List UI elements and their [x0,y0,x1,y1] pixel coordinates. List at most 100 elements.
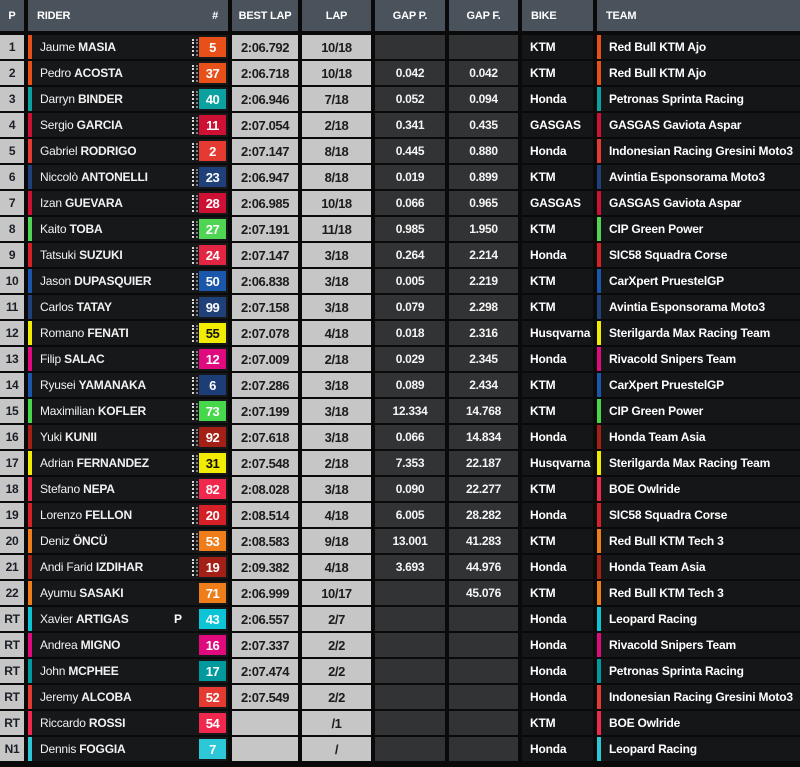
gap-previous-cell: 0.029 [375,347,445,371]
bike-cell: KTM [522,35,593,59]
gap-first-cell: 41.283 [449,529,518,553]
table-row[interactable]: 15 Maximilian KOFLER 73 2:07.199 3/18 12… [0,399,800,423]
team-color-bar [28,61,32,85]
table-row[interactable]: RT Xavier ARTIGAS P 43 2:06.557 2/7 Hond… [0,607,800,631]
gap-previous-cell [375,685,445,709]
position-cell: RT [0,659,24,683]
best-lap-cell: 2:06.999 [232,581,298,605]
best-lap-cell: 2:07.474 [232,659,298,683]
bike-cell: Honda [522,737,593,761]
team-color-bar [597,139,601,163]
table-row[interactable]: 2 Pedro ACOSTA 37 2:06.718 10/18 0.042 0… [0,61,800,85]
lap-cell: / [302,737,371,761]
table-row[interactable]: 19 Lorenzo FELLON 20 2:08.514 4/18 6.005… [0,503,800,527]
team-color-bar [28,87,32,111]
rider-name: Riccardo ROSSI [40,716,126,730]
position-cell: RT [0,607,24,631]
track-status-dots-icon [192,220,198,238]
team-cell: BOE Owlride [597,477,800,501]
team-name: GASGAS Gaviota Aspar [609,118,742,132]
gap-previous-cell: 0.005 [375,269,445,293]
table-row[interactable]: 22 Ayumu SASAKI 71 2:06.999 10/17 45.076… [0,581,800,605]
lap-cell: 8/18 [302,139,371,163]
gap-first-cell: 0.042 [449,61,518,85]
rider-cell: Sergio GARCIA 11 [28,113,228,137]
table-row[interactable]: 7 Izan GUEVARA 28 2:06.985 10/18 0.066 0… [0,191,800,215]
team-cell: CIP Green Power [597,399,800,423]
bike-cell: Honda [522,503,593,527]
bike-cell: KTM [522,711,593,735]
table-row[interactable]: 20 Deniz ÖNCÜ 53 2:08.583 9/18 13.001 41… [0,529,800,553]
table-row[interactable]: RT Andrea MIGNO 16 2:07.337 2/2 Honda Ri… [0,633,800,657]
rider-name: Izan GUEVARA [40,196,123,210]
team-name: Indonesian Racing Gresini Moto3 [609,144,793,158]
table-row[interactable]: 10 Jason DUPASQUIER 50 2:06.838 3/18 0.0… [0,269,800,293]
rider-name: Andi Farid IZDIHAR [40,560,144,574]
table-row[interactable]: 18 Stefano NEPA 82 2:08.028 3/18 0.090 2… [0,477,800,501]
rider-number-badge: 31 [199,453,226,473]
gap-previous-cell: 0.264 [375,243,445,267]
track-status-dots-icon [192,90,198,108]
table-row[interactable]: 1 Jaume MASIA 5 2:06.792 10/18 KTM Red B… [0,35,800,59]
team-color-bar [597,607,601,631]
team-color-bar [28,451,32,475]
table-row[interactable]: RT John MCPHEE 17 2:07.474 2/2 Honda Pet… [0,659,800,683]
bike-cell: Honda [522,659,593,683]
bike-cell: KTM [522,217,593,241]
rider-cell: Stefano NEPA 82 [28,477,228,501]
rider-number-badge: 7 [199,739,226,759]
header-bike: BIKE [522,0,593,31]
table-row[interactable]: 5 Gabriel RODRIGO 2 2:07.147 8/18 0.445 … [0,139,800,163]
best-lap-cell [232,711,298,735]
bike-cell: Honda [522,87,593,111]
team-color-bar [28,269,32,293]
table-row[interactable]: 13 Filip SALAC 12 2:07.009 2/18 0.029 2.… [0,347,800,371]
team-name: SIC58 Squadra Corse [609,508,728,522]
team-color-bar [28,581,32,605]
bike-cell: Honda [522,139,593,163]
best-lap-cell: 2:08.583 [232,529,298,553]
rider-name: Filip SALAC [40,352,105,366]
table-row[interactable]: 14 Ryusei YAMANAKA 6 2:07.286 3/18 0.089… [0,373,800,397]
table-row[interactable]: 21 Andi Farid IZDIHAR 19 2:09.382 4/18 3… [0,555,800,579]
table-row[interactable]: RT Jeremy ALCOBA 52 2:07.549 2/2 Honda I… [0,685,800,709]
table-row[interactable]: 8 Kaito TOBA 27 2:07.191 11/18 0.985 1.9… [0,217,800,241]
table-row[interactable]: 6 Niccolò ANTONELLI 23 2:06.947 8/18 0.0… [0,165,800,189]
table-row[interactable]: 4 Sergio GARCIA 11 2:07.054 2/18 0.341 0… [0,113,800,137]
gap-previous-cell: 0.042 [375,61,445,85]
bike-cell: KTM [522,581,593,605]
table-row[interactable]: 12 Romano FENATI 55 2:07.078 4/18 0.018 … [0,321,800,345]
gap-previous-cell [375,737,445,761]
position-cell: 4 [0,113,24,137]
gap-first-cell: 0.965 [449,191,518,215]
table-row[interactable]: 17 Adrian FERNANDEZ 31 2:07.548 2/18 7.3… [0,451,800,475]
best-lap-cell: 2:07.158 [232,295,298,319]
position-cell: 10 [0,269,24,293]
rider-cell: Riccardo ROSSI 54 [28,711,228,735]
table-row[interactable]: 11 Carlos TATAY 99 2:07.158 3/18 0.079 2… [0,295,800,319]
gap-previous-cell [375,711,445,735]
header-gap-previous: GAP P. [375,0,445,31]
table-row[interactable]: 16 Yuki KUNII 92 2:07.618 3/18 0.066 14.… [0,425,800,449]
table-row[interactable]: 9 Tatsuki SUZUKI 24 2:07.147 3/18 0.264 … [0,243,800,267]
rider-name: Tatsuki SUZUKI [40,248,123,262]
position-cell: N1 [0,737,24,761]
table-row[interactable]: 3 Darryn BINDER 40 2:06.946 7/18 0.052 0… [0,87,800,111]
gap-previous-cell: 0.052 [375,87,445,111]
team-color-bar [597,477,601,501]
position-cell: 21 [0,555,24,579]
table-row[interactable]: RT Riccardo ROSSI 54 /1 KTM BOE Owlride [0,711,800,735]
rider-number-badge: 43 [199,609,226,629]
bike-cell: KTM [522,61,593,85]
team-cell: Sterilgarda Max Racing Team [597,321,800,345]
lap-cell: 3/18 [302,243,371,267]
team-color-bar [28,243,32,267]
team-name: Petronas Sprinta Racing [609,664,744,678]
rider-number-badge: 5 [199,37,226,57]
best-lap-cell: 2:07.147 [232,139,298,163]
rider-cell: Izan GUEVARA 28 [28,191,228,215]
bike-cell: Honda [522,243,593,267]
table-row[interactable]: N1 Dennis FOGGIA 7 / Honda Leopard Racin… [0,737,800,761]
header-number-label: # [212,9,218,22]
best-lap-cell: 2:07.337 [232,633,298,657]
